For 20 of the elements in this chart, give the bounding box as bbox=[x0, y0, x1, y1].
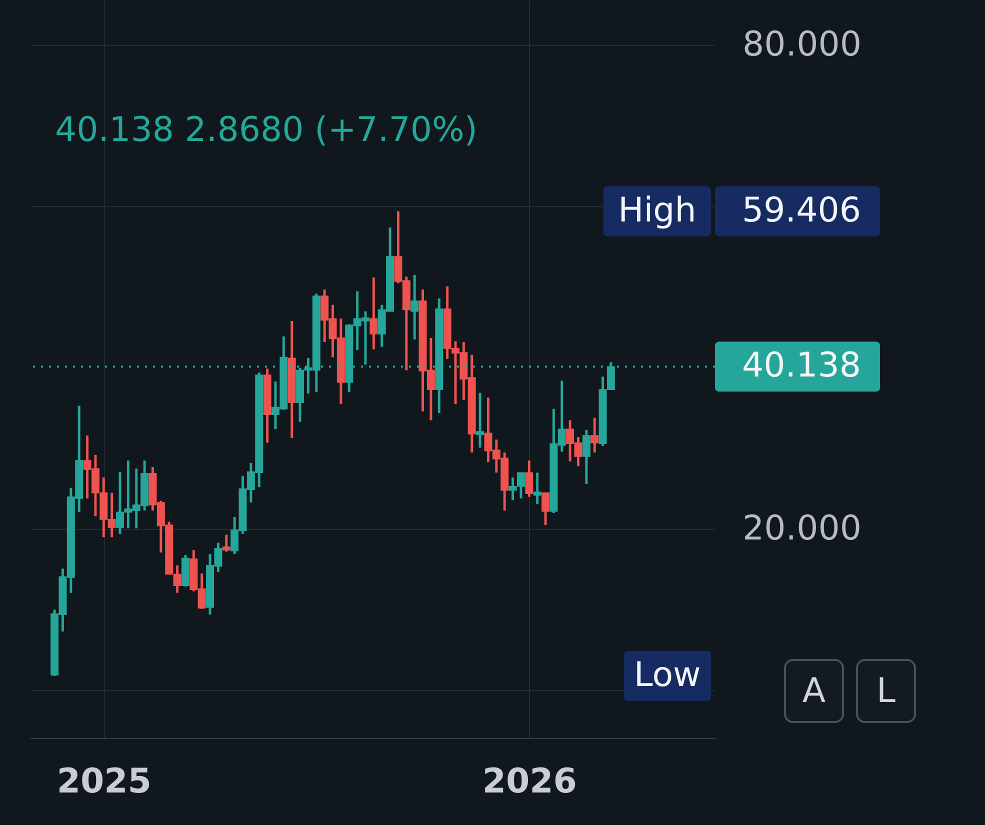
candlestick bbox=[370, 276, 378, 350]
candlestick bbox=[476, 392, 484, 449]
annotation: Low bbox=[634, 654, 701, 695]
annotation: High bbox=[618, 190, 696, 230]
y-tick-label: 80.000 bbox=[742, 24, 862, 65]
candlestick bbox=[582, 428, 590, 486]
candlestick bbox=[542, 492, 550, 526]
candlestick bbox=[222, 534, 230, 553]
text: 40.138 2.8680 (+7.70%) bbox=[55, 110, 478, 150]
y-tick-label: 20.000 bbox=[742, 508, 862, 549]
candlestick bbox=[410, 274, 419, 341]
text: 59.406 bbox=[742, 190, 861, 230]
text: A bbox=[802, 671, 826, 711]
candlestick bbox=[533, 471, 542, 506]
x-tick-label: 2025 bbox=[56, 762, 152, 802]
x-tick-label: 2026 bbox=[482, 762, 577, 802]
candlestick bbox=[525, 459, 534, 498]
ref-line-label: 40.138 bbox=[742, 346, 861, 386]
text: L bbox=[876, 671, 896, 711]
candlestick bbox=[590, 416, 599, 454]
